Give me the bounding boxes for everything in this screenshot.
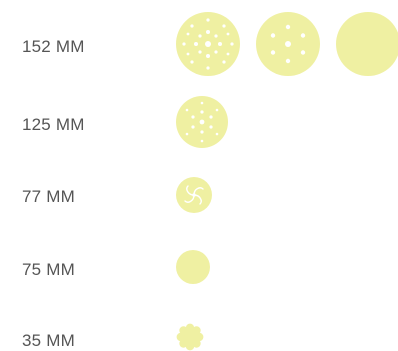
size-row-125mm: 125 MM <box>0 88 398 158</box>
disc-35mm-flower-icon[interactable] <box>176 323 204 351</box>
disc-152mm-no-hole-icon[interactable] <box>336 12 398 76</box>
disc-125mm-multihole-icon[interactable] <box>176 96 228 148</box>
size-row-35mm: 35 MM <box>0 302 398 351</box>
disc-152mm-multihole-icon[interactable] <box>176 12 240 76</box>
disc-77mm-swirl-icon[interactable] <box>176 177 212 213</box>
size-label-75mm: 75 MM <box>22 260 75 279</box>
size-label-152mm: 152 MM <box>22 37 85 56</box>
size-label-125mm: 125 MM <box>22 115 85 134</box>
size-row-75mm: 75 MM <box>0 230 398 302</box>
size-label-77mm: 77 MM <box>22 187 75 206</box>
disc-152mm-6-hole-icon[interactable] <box>256 12 320 76</box>
size-row-152mm: 152 MM <box>0 0 398 88</box>
size-label-35mm: 35 MM <box>22 331 75 350</box>
disc-75mm-plain-icon[interactable] <box>176 250 210 284</box>
size-row-77mm: 77 MM <box>0 158 398 230</box>
